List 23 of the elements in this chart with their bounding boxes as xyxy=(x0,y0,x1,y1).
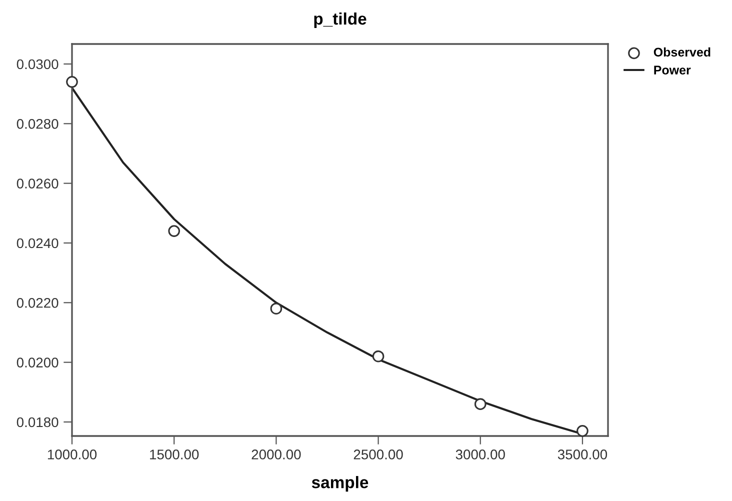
point xyxy=(168,225,180,237)
y-tick-label: 0.0300 xyxy=(16,59,58,70)
x-tick-label: 1500.00 xyxy=(150,450,199,460)
x-tick-label: 2000.00 xyxy=(252,450,301,460)
x-axis-title: sample xyxy=(312,476,368,492)
point xyxy=(576,425,588,437)
y-tick-label: 0.0200 xyxy=(16,358,58,368)
point xyxy=(270,302,282,315)
point xyxy=(474,398,486,410)
y-tick-label: 0.0220 xyxy=(16,298,58,308)
legend-label: Power xyxy=(654,66,691,74)
legend-label: Observed xyxy=(654,47,710,57)
x-tick-label: 2500.00 xyxy=(354,450,403,460)
x-tick-label: 3500.00 xyxy=(558,450,608,460)
x-tick-label: 1000.00 xyxy=(48,450,97,460)
y-tick-label: 0.0240 xyxy=(16,238,58,248)
point xyxy=(66,76,78,88)
y-tick-label: 0.0280 xyxy=(16,118,58,129)
y-tick-label: 0.0260 xyxy=(16,178,58,188)
y-tick-label: 0.0180 xyxy=(16,417,58,428)
chart-title: p_tilde xyxy=(314,12,366,28)
x-tick-label: 3000.00 xyxy=(456,450,505,460)
point xyxy=(372,350,384,362)
